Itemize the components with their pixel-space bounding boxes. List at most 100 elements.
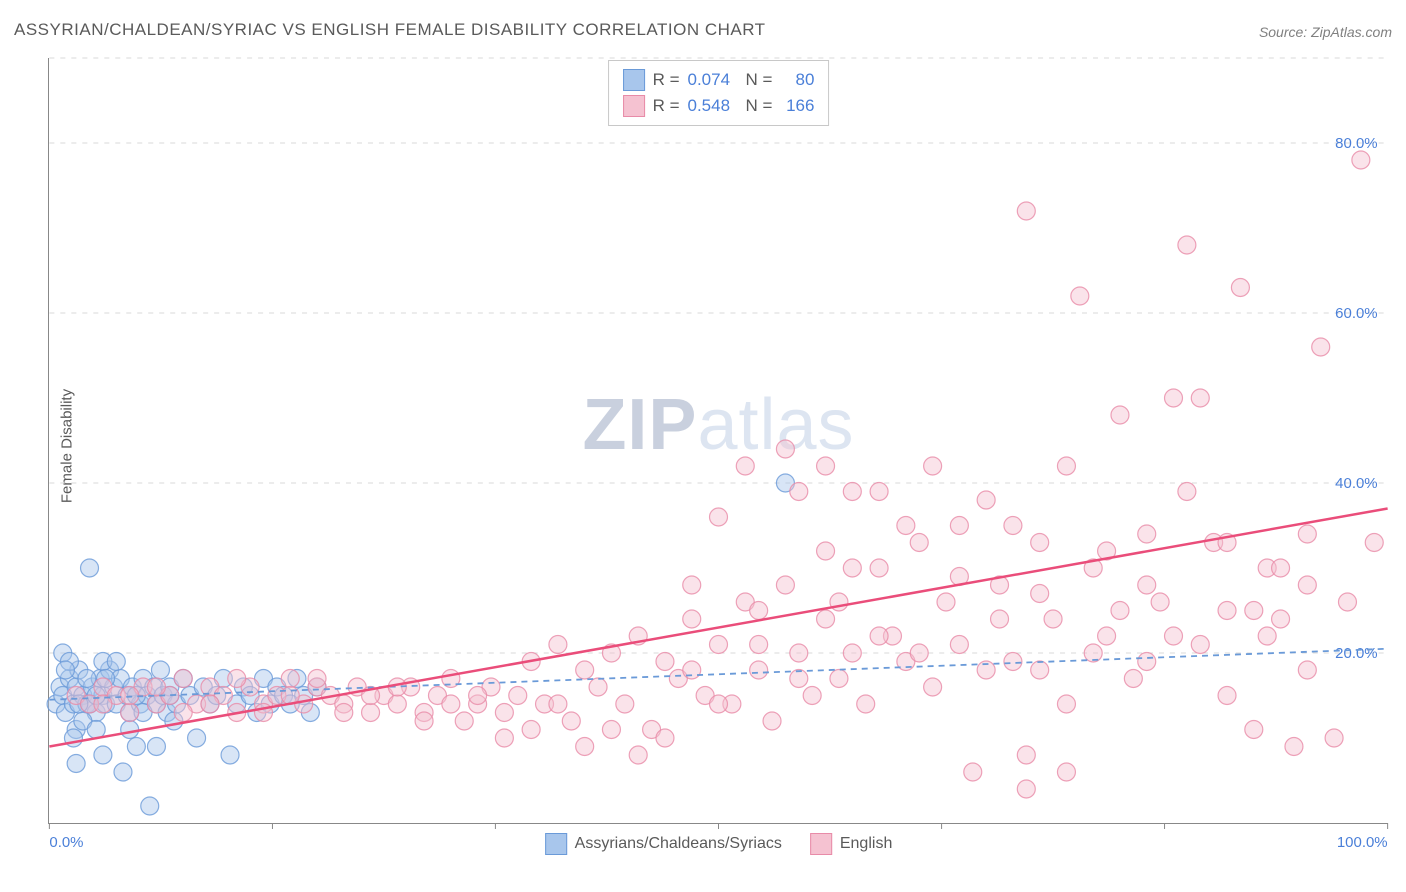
legend-n-value: 166 bbox=[780, 96, 814, 116]
data-point bbox=[750, 636, 768, 654]
data-point bbox=[1218, 687, 1236, 705]
data-point bbox=[1298, 525, 1316, 543]
data-point bbox=[549, 636, 567, 654]
y-tick-label: 20.0% bbox=[1335, 645, 1377, 662]
data-point bbox=[455, 712, 473, 730]
data-point bbox=[977, 491, 995, 509]
data-point bbox=[415, 712, 433, 730]
data-point bbox=[683, 576, 701, 594]
y-tick-label: 80.0% bbox=[1335, 135, 1377, 152]
data-point bbox=[830, 670, 848, 688]
data-point bbox=[1285, 738, 1303, 756]
data-point bbox=[656, 653, 674, 671]
data-point bbox=[817, 610, 835, 628]
data-point bbox=[964, 763, 982, 781]
data-point bbox=[857, 695, 875, 713]
data-point bbox=[1352, 151, 1370, 169]
data-point bbox=[1017, 780, 1035, 798]
data-point bbox=[1338, 593, 1356, 611]
data-point bbox=[174, 704, 192, 722]
y-tick-label: 60.0% bbox=[1335, 305, 1377, 322]
data-point bbox=[1298, 661, 1316, 679]
data-point bbox=[937, 593, 955, 611]
data-point bbox=[509, 687, 527, 705]
legend-r-label: R = bbox=[653, 96, 680, 116]
legend-n-value: 80 bbox=[780, 70, 814, 90]
regression-line bbox=[49, 649, 1387, 700]
data-point bbox=[750, 602, 768, 620]
data-point bbox=[174, 670, 192, 688]
data-point bbox=[147, 738, 165, 756]
y-tick-label: 40.0% bbox=[1335, 475, 1377, 492]
data-point bbox=[1325, 729, 1343, 747]
data-point bbox=[522, 721, 540, 739]
legend-series-label: English bbox=[840, 835, 892, 853]
data-point bbox=[1178, 483, 1196, 501]
data-point bbox=[870, 627, 888, 645]
legend-r-value: 0.548 bbox=[688, 96, 738, 116]
data-point bbox=[469, 687, 487, 705]
data-point bbox=[1057, 457, 1075, 475]
data-point bbox=[1245, 602, 1263, 620]
data-point bbox=[1031, 585, 1049, 603]
data-point bbox=[710, 695, 728, 713]
data-point bbox=[1312, 338, 1330, 356]
legend-row: R = 0.548 N = 166 bbox=[623, 93, 815, 119]
data-point bbox=[1004, 653, 1022, 671]
data-point bbox=[1111, 406, 1129, 424]
data-point bbox=[602, 721, 620, 739]
data-point bbox=[843, 644, 861, 662]
legend-r-value: 0.074 bbox=[688, 70, 738, 90]
data-point bbox=[776, 576, 794, 594]
data-point bbox=[1231, 279, 1249, 297]
chart-container: ASSYRIAN/CHALDEAN/SYRIAC VS ENGLISH FEMA… bbox=[0, 0, 1406, 892]
data-point bbox=[1151, 593, 1169, 611]
data-point bbox=[549, 695, 567, 713]
data-point bbox=[1071, 287, 1089, 305]
data-point bbox=[736, 457, 754, 475]
data-point bbox=[94, 746, 112, 764]
plot-svg: 20.0%40.0%60.0%80.0%0.0%100.0% bbox=[49, 58, 1388, 823]
data-point bbox=[228, 670, 246, 688]
data-point bbox=[151, 661, 169, 679]
legend-row: R = 0.074 N = 80 bbox=[623, 67, 815, 93]
data-point bbox=[629, 746, 647, 764]
data-point bbox=[683, 661, 701, 679]
data-point bbox=[56, 661, 74, 679]
data-point bbox=[803, 687, 821, 705]
source-attribution: Source: ZipAtlas.com bbox=[1259, 24, 1392, 40]
data-point bbox=[121, 687, 139, 705]
legend-n-label: N = bbox=[746, 96, 773, 116]
data-point bbox=[362, 704, 380, 722]
data-point bbox=[910, 644, 928, 662]
data-point bbox=[817, 457, 835, 475]
legend-r-label: R = bbox=[653, 70, 680, 90]
data-point bbox=[790, 644, 808, 662]
data-point bbox=[870, 559, 888, 577]
data-point bbox=[495, 704, 513, 722]
data-point bbox=[1004, 517, 1022, 535]
data-point bbox=[147, 678, 165, 696]
data-point bbox=[991, 610, 1009, 628]
legend-series: Assyrians/Chaldeans/SyriacsEnglish bbox=[545, 833, 893, 855]
data-point bbox=[1178, 236, 1196, 254]
data-point bbox=[950, 517, 968, 535]
data-point bbox=[281, 670, 299, 688]
data-point bbox=[790, 483, 808, 501]
data-point bbox=[950, 636, 968, 654]
x-tick-label: 0.0% bbox=[49, 834, 83, 851]
data-point bbox=[870, 483, 888, 501]
data-point bbox=[843, 483, 861, 501]
data-point bbox=[817, 542, 835, 560]
data-point bbox=[576, 661, 594, 679]
data-point bbox=[1365, 534, 1383, 552]
data-point bbox=[1017, 746, 1035, 764]
data-point bbox=[107, 653, 125, 671]
legend-n-label: N = bbox=[746, 70, 773, 90]
data-point bbox=[1272, 559, 1290, 577]
data-point bbox=[710, 508, 728, 526]
data-point bbox=[897, 517, 915, 535]
data-point bbox=[201, 695, 219, 713]
legend-swatch-icon bbox=[810, 833, 832, 855]
data-point bbox=[188, 729, 206, 747]
